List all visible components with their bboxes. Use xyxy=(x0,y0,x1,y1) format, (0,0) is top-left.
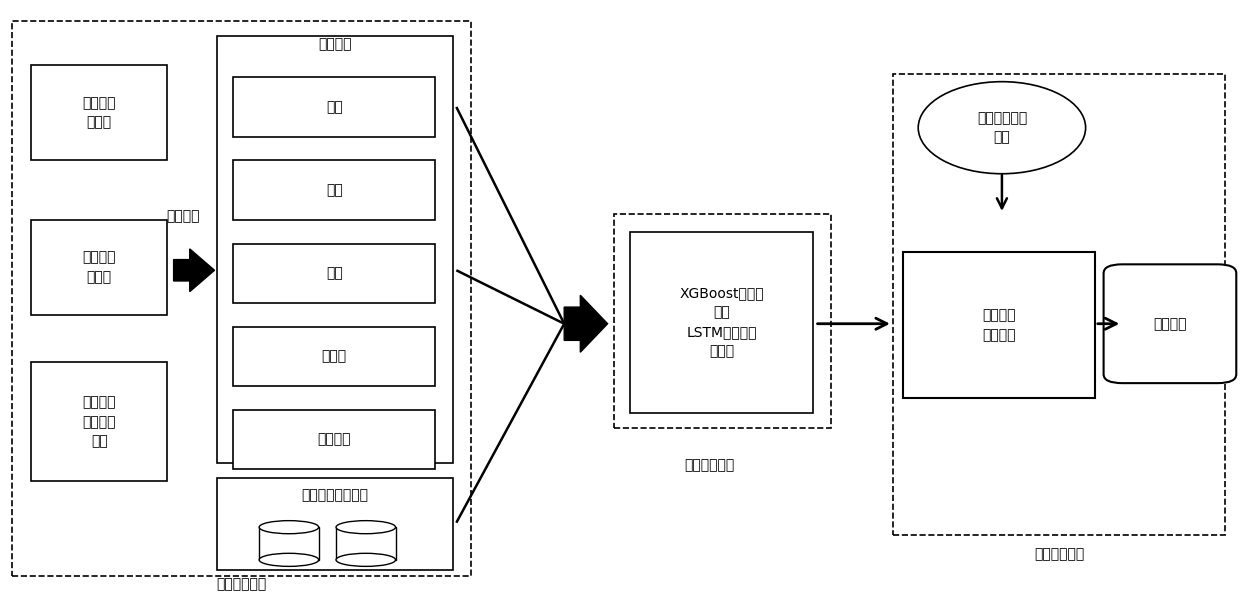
Text: 湿度: 湿度 xyxy=(326,183,342,197)
Polygon shape xyxy=(564,295,608,352)
Text: 温度: 温度 xyxy=(326,100,342,114)
Text: 模型学习模块: 模型学习模块 xyxy=(684,458,734,472)
FancyBboxPatch shape xyxy=(630,232,813,413)
FancyBboxPatch shape xyxy=(233,327,435,386)
Text: 气象局观
测数据: 气象局观 测数据 xyxy=(82,96,117,129)
Text: 数据采集模块: 数据采集模块 xyxy=(217,577,267,591)
FancyBboxPatch shape xyxy=(614,214,831,428)
FancyBboxPatch shape xyxy=(233,410,435,469)
Text: 降雨量: 降雨量 xyxy=(321,349,347,364)
Text: 光照强度: 光照强度 xyxy=(317,432,351,447)
Text: 传感器测
量数据: 传感器测 量数据 xyxy=(82,251,117,284)
FancyBboxPatch shape xyxy=(903,252,1095,398)
Text: 能源负荷历史数据: 能源负荷历史数据 xyxy=(301,488,368,502)
Ellipse shape xyxy=(259,520,319,533)
FancyBboxPatch shape xyxy=(233,244,435,303)
Text: 负荷预测模块: 负荷预测模块 xyxy=(1034,547,1084,561)
Text: 能源负荷
预测模型: 能源负荷 预测模型 xyxy=(982,308,1016,342)
FancyBboxPatch shape xyxy=(893,74,1225,535)
Ellipse shape xyxy=(336,520,396,533)
Ellipse shape xyxy=(259,554,319,567)
Text: 区域用户
智能手机
数据: 区域用户 智能手机 数据 xyxy=(82,395,117,448)
Text: 天气数据: 天气数据 xyxy=(317,37,352,52)
Text: 区域天气预报
数据: 区域天气预报 数据 xyxy=(977,111,1027,144)
FancyBboxPatch shape xyxy=(336,527,396,560)
FancyBboxPatch shape xyxy=(31,220,167,315)
FancyBboxPatch shape xyxy=(217,36,453,463)
FancyBboxPatch shape xyxy=(233,77,435,137)
Text: 提取特征: 提取特征 xyxy=(166,208,201,223)
Text: XGBoost：特征
提取
LSTM：构建预
测模型: XGBoost：特征 提取 LSTM：构建预 测模型 xyxy=(680,286,764,359)
Ellipse shape xyxy=(336,554,396,567)
FancyBboxPatch shape xyxy=(31,362,167,481)
Polygon shape xyxy=(174,249,215,292)
FancyBboxPatch shape xyxy=(31,65,167,160)
FancyBboxPatch shape xyxy=(233,160,435,220)
Text: 风力: 风力 xyxy=(326,266,342,280)
FancyBboxPatch shape xyxy=(259,527,319,560)
FancyBboxPatch shape xyxy=(1104,264,1236,383)
FancyBboxPatch shape xyxy=(217,478,453,570)
FancyBboxPatch shape xyxy=(12,21,471,576)
Text: 预测结果: 预测结果 xyxy=(1153,317,1187,331)
Ellipse shape xyxy=(918,81,1086,174)
